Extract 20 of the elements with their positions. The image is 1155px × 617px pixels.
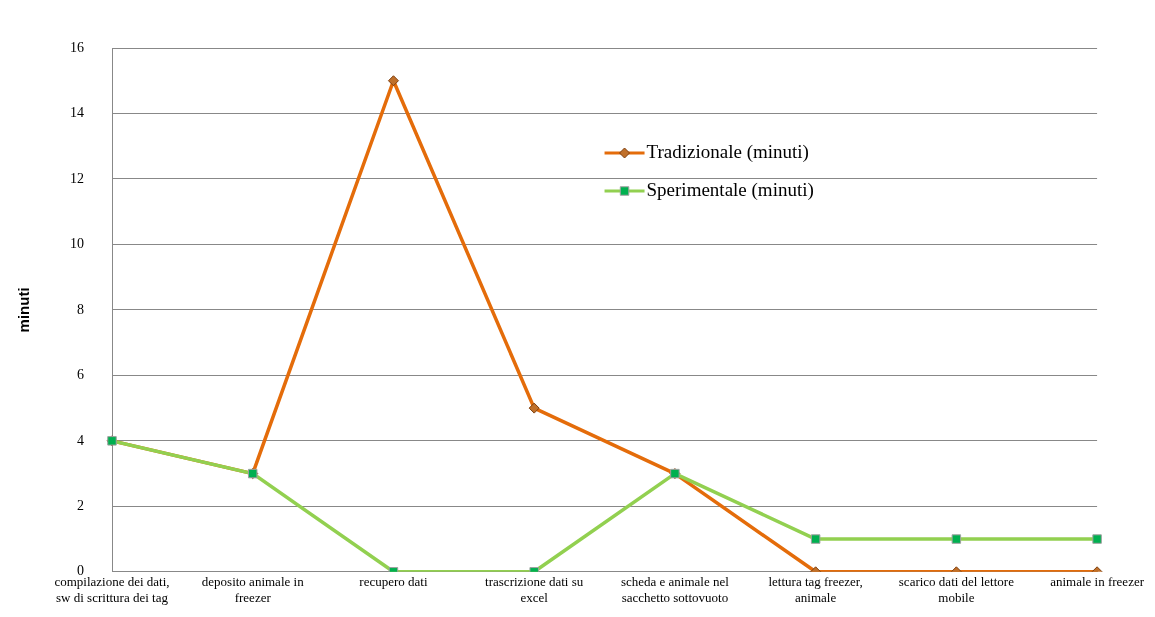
legend-label: Tradizionale (minuti) (646, 140, 809, 163)
point (387, 75, 399, 87)
y-axis-title: minuti (15, 287, 33, 333)
y-tick-label: 4 (77, 432, 84, 448)
point (528, 402, 540, 414)
x-tick-label: animale in freezer (1050, 574, 1145, 590)
y-tick-label: 12 (70, 170, 84, 186)
y-tick-label: 2 (77, 498, 84, 513)
x-tick-label: scheda e animale nel sacchetto sottovuoto (620, 574, 730, 605)
x-tick-label: scarico dati del lettore mobile (898, 574, 1015, 605)
y-tick-label: 8 (77, 301, 84, 317)
y-tick-label: 14 (70, 105, 84, 121)
y-tick-label: 10 (70, 236, 84, 252)
y-tick-label: 6 (77, 367, 84, 383)
y-tick-label: 16 (70, 39, 84, 55)
x-tick-label: recupero dati (359, 574, 428, 590)
x-tick-label: lettura tag freezer, animale (768, 574, 863, 605)
x-tick-label: trascrizione dati su excel (485, 574, 584, 605)
legend-label: Sperimentale (minuti) (646, 178, 814, 201)
x-tick-label: deposito animale in freezer (201, 574, 305, 605)
